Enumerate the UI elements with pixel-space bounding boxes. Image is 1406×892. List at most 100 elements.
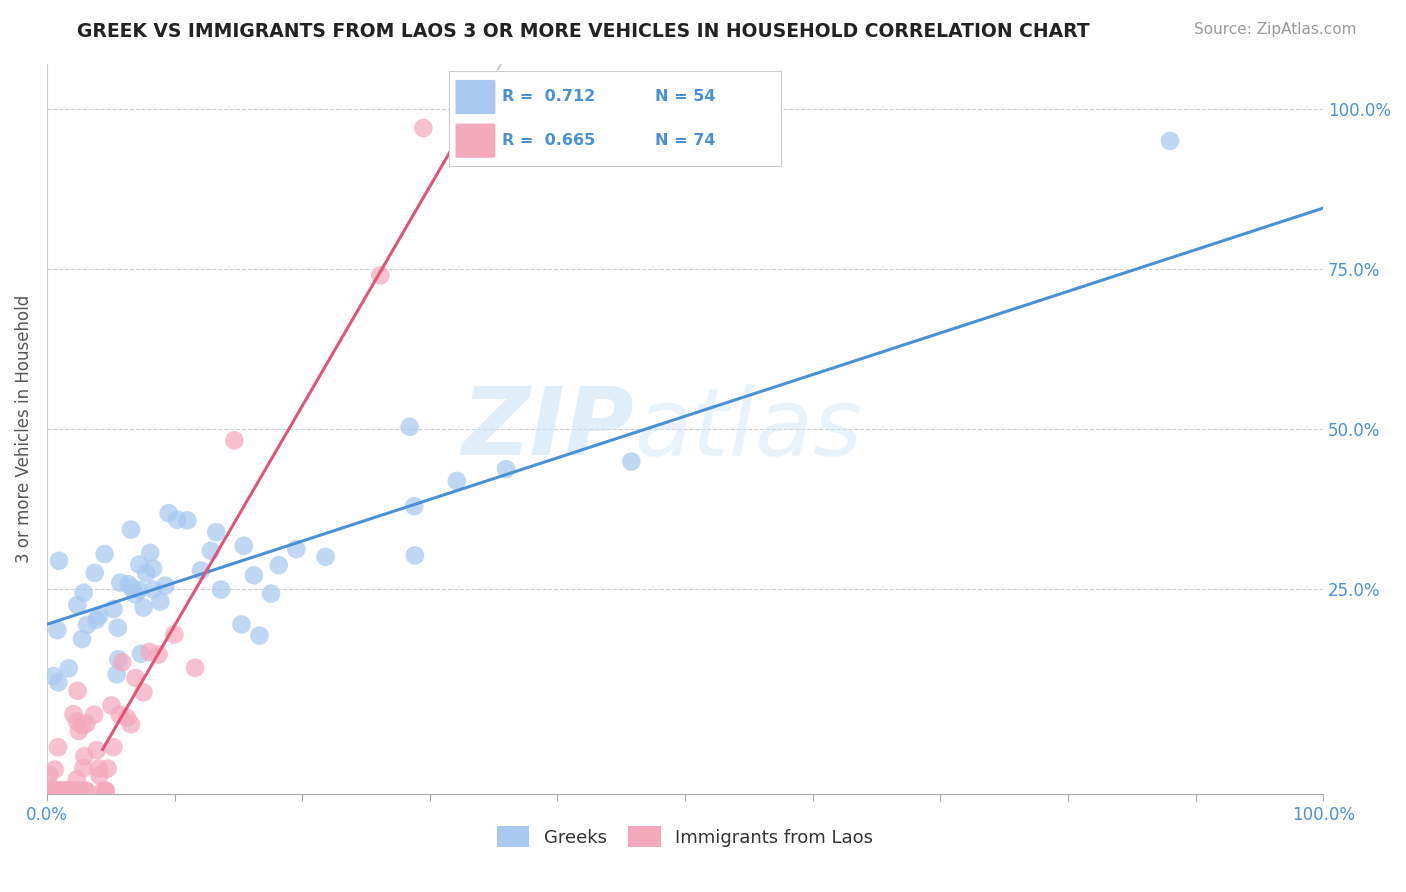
Point (39, 780, 62, 795)
Point (495, 462, 517, 476)
Point (148, 648, 170, 662)
Point (243, 568, 266, 582)
Point (46, 675, 69, 690)
Point (66, 683, 89, 698)
Point (117, 577, 139, 591)
Point (83, 566, 105, 580)
Point (94, 784, 117, 798)
Point (42, 784, 65, 798)
Point (60, 784, 83, 798)
Point (157, 506, 180, 520)
Point (124, 587, 146, 601)
Text: ZIP: ZIP (461, 383, 634, 475)
Point (120, 717, 142, 731)
Point (59, 784, 82, 798)
Point (75, 716, 97, 731)
Point (138, 645, 160, 659)
Point (63, 784, 86, 798)
Point (132, 685, 155, 699)
Point (121, 581, 143, 595)
Point (51, 784, 73, 798)
Point (205, 525, 228, 540)
Point (69, 784, 91, 798)
Point (231, 617, 253, 632)
Point (52, 784, 75, 798)
Point (46, 784, 69, 798)
Point (44, 763, 66, 777)
Point (404, 549, 426, 563)
Point (446, 474, 468, 488)
Point (103, 602, 125, 616)
Point (62, 707, 84, 722)
Point (163, 627, 186, 641)
Point (142, 582, 165, 597)
Point (42, 669, 65, 683)
Point (72, 761, 94, 775)
Point (190, 564, 212, 578)
Point (1159, 134, 1181, 148)
Point (260, 587, 283, 601)
Point (404, 499, 426, 513)
Point (94, 784, 117, 798)
Point (55, 784, 77, 798)
Point (86, 613, 108, 627)
Text: atlas: atlas (634, 384, 862, 475)
Point (91, 784, 114, 798)
Point (107, 652, 129, 666)
Point (111, 655, 134, 669)
Point (89, 768, 111, 782)
Point (41, 784, 63, 798)
Point (67, 724, 90, 739)
Point (200, 544, 222, 558)
Point (105, 667, 128, 681)
Point (59, 784, 82, 798)
Point (53, 784, 76, 798)
Point (176, 513, 198, 527)
Point (55, 784, 77, 798)
Point (110, 575, 132, 590)
Point (398, 420, 420, 434)
Point (48, 554, 70, 568)
Point (232, 539, 254, 553)
Point (67, 784, 90, 798)
Point (149, 594, 172, 608)
Point (46, 784, 69, 798)
Point (59, 784, 82, 798)
Point (267, 558, 290, 573)
Point (184, 661, 207, 675)
Point (87, 608, 110, 623)
Point (115, 711, 138, 725)
Point (620, 454, 643, 468)
Point (51, 784, 73, 798)
Point (66, 598, 89, 612)
Point (42, 784, 65, 798)
Point (44, 784, 66, 798)
Point (38, 784, 60, 798)
Point (107, 621, 129, 635)
Point (62, 784, 84, 798)
Point (59, 784, 82, 798)
Point (87, 762, 110, 776)
Point (38, 784, 60, 798)
Point (166, 513, 188, 527)
Point (37, 784, 59, 798)
Point (285, 542, 308, 557)
Point (63, 784, 86, 798)
Point (224, 434, 246, 448)
Point (132, 600, 155, 615)
Point (72, 586, 94, 600)
Point (93, 547, 115, 561)
Point (66, 714, 89, 729)
Point (86, 743, 108, 757)
Point (76, 618, 98, 632)
Text: Source: ZipAtlas.com: Source: ZipAtlas.com (1194, 22, 1357, 37)
Point (37, 784, 59, 798)
Point (48, 784, 70, 798)
Point (100, 698, 122, 713)
Point (108, 707, 131, 722)
Point (75, 784, 97, 798)
Point (58, 784, 80, 798)
Point (45, 784, 67, 798)
Point (155, 579, 177, 593)
Point (97, 762, 120, 776)
